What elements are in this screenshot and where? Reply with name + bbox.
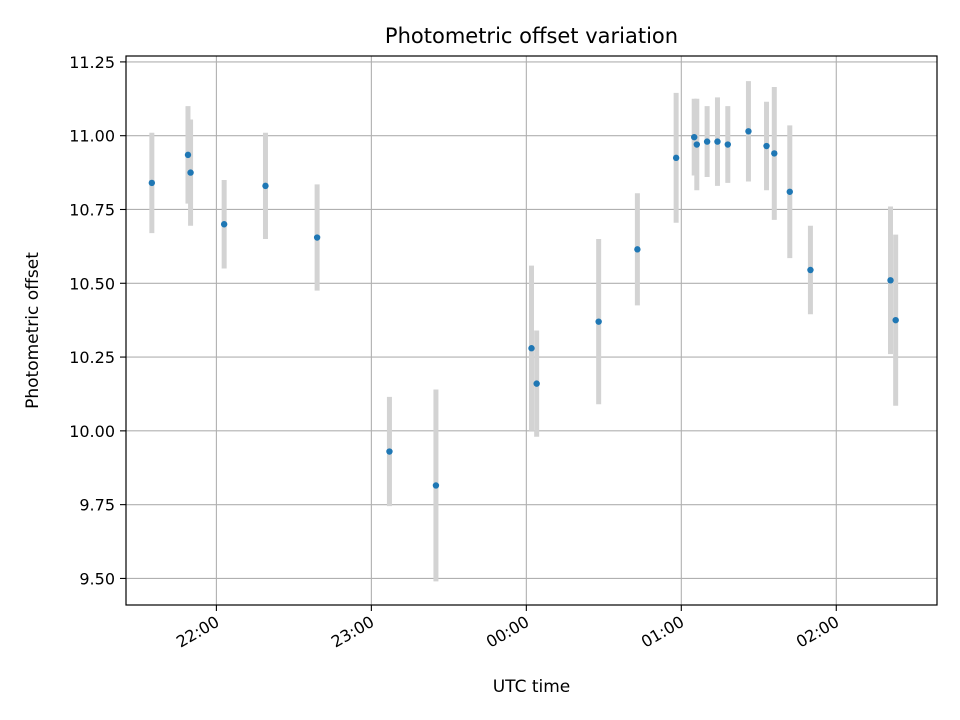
y-tick-label: 11.25 [69, 53, 115, 72]
data-point [533, 380, 540, 387]
data-point [724, 141, 731, 148]
data-point [432, 482, 440, 489]
data-point [892, 316, 899, 324]
data-points [148, 128, 899, 489]
data-point [634, 246, 641, 253]
chart-title: Photometric offset variation [385, 24, 678, 48]
y-axis-label: Photometric offset [23, 252, 43, 409]
y-tick-label: 9.50 [79, 569, 115, 588]
data-point [703, 138, 711, 145]
y-tick-label: 9.75 [79, 496, 115, 515]
plot-frame [125, 55, 938, 606]
data-point [745, 128, 752, 135]
data-point [148, 179, 156, 187]
y-axis-ticks: 9.50 9.75 10.00 10.25 10.50 10.75 11.00 11.25 [69, 53, 126, 588]
data-point [187, 169, 194, 176]
y-tick-label: 11.00 [69, 127, 115, 146]
data-point [220, 221, 228, 228]
data-point [528, 345, 535, 352]
data-point [313, 234, 321, 241]
data-point [771, 150, 778, 157]
data-point [184, 151, 192, 159]
y-tick-label: 10.75 [69, 200, 115, 219]
data-point [714, 138, 721, 145]
data-point [763, 142, 770, 150]
data-point [386, 448, 393, 455]
data-point [887, 277, 894, 284]
y-tick-label: 10.25 [69, 348, 115, 367]
data-point [691, 133, 698, 141]
data-point [262, 182, 269, 190]
data-point [595, 318, 602, 325]
y-tick-label: 10.00 [69, 422, 115, 441]
data-point [672, 154, 680, 162]
y-tick-label: 10.50 [69, 274, 115, 293]
data-point [693, 141, 700, 148]
data-point [786, 188, 793, 195]
x-axis-label: UTC time [493, 677, 571, 697]
data-point [807, 266, 814, 274]
